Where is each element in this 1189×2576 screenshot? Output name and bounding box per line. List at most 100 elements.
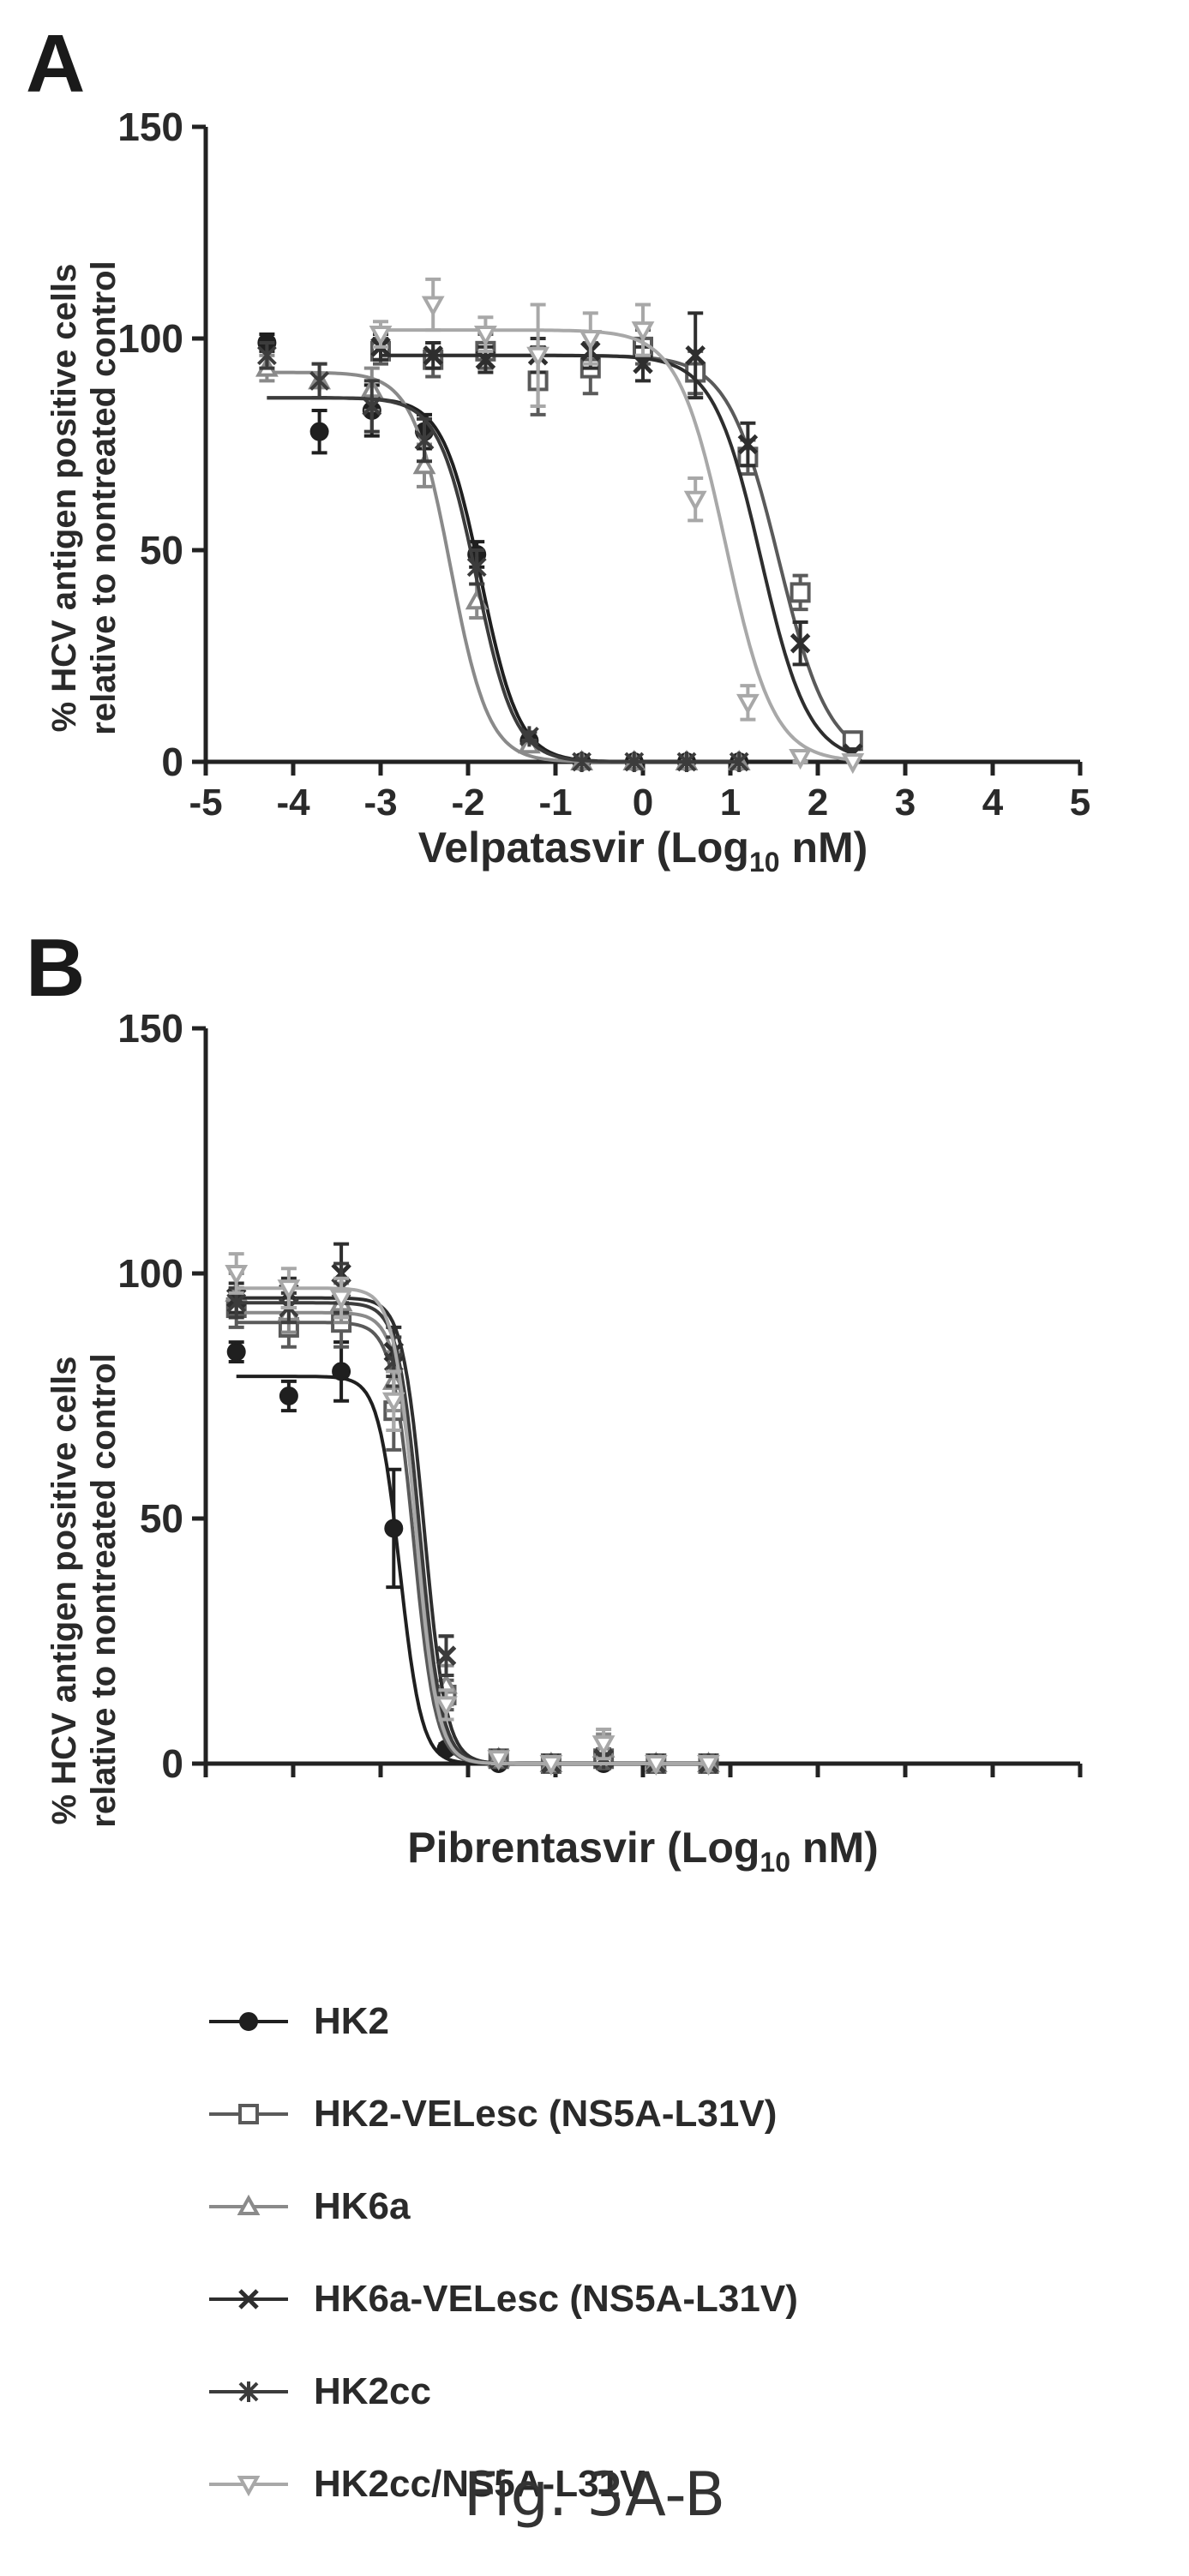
panel-b-point — [329, 1289, 353, 1310]
panel-a-point — [841, 753, 865, 775]
panel-b-fit-curve — [236, 1296, 709, 1765]
panel-b-series-1 — [225, 1286, 719, 1774]
panel-a-point — [362, 396, 382, 417]
panel-a-point — [421, 296, 445, 317]
legend-item: HK2cc/NS5A-L31V — [206, 2438, 798, 2531]
panel-a-ytick-label: 50 — [140, 528, 183, 572]
panel-a-point — [309, 422, 329, 441]
legend-marker — [239, 2012, 258, 2031]
legend-item: HK2-VELesc (NS5A-L31V) — [206, 2068, 798, 2160]
panel-a-xtick-label: 0 — [633, 782, 653, 824]
panel-a-fit-curve — [267, 370, 740, 764]
panel-a-series-4 — [256, 340, 749, 772]
panel-a-point — [475, 349, 496, 370]
panel-b-point — [384, 1519, 404, 1538]
panel-a-xtick-label: -4 — [276, 782, 310, 824]
panel-a-point — [631, 321, 655, 343]
panel-a-point — [683, 490, 707, 512]
panel-a-point — [624, 752, 645, 772]
legend-item: HK2cc — [206, 2345, 798, 2438]
panel-b-point — [435, 1696, 458, 1717]
panel-a-xlabel-text: Velpatasvir (Log — [417, 824, 749, 872]
panel-b-point — [436, 1645, 456, 1667]
legend-item: HK6a-VELesc (NS5A-L31V) — [206, 2253, 798, 2345]
panel-a-xtick-label: 5 — [1070, 782, 1090, 824]
legend-swatch — [209, 2012, 288, 2031]
panel-b-letter: B — [26, 922, 85, 1014]
legend-marker — [238, 2289, 259, 2309]
panel-b-fit-curve — [236, 1375, 709, 1765]
panel-a-chart: 0 50 100 150 -5 -4 -3 -2 -1 0 1 2 3 4 5 — [117, 105, 1090, 824]
panel-b-xlabel-end: nM) — [790, 1824, 879, 1872]
legend-label: HK2 — [314, 2000, 390, 2042]
panel-a-point — [729, 752, 749, 772]
panel-b-ytick-label: 100 — [117, 1251, 183, 1296]
panel-b-fit-curve — [236, 1321, 709, 1765]
panel-a-xtick-label: 3 — [895, 782, 916, 824]
panel-a-point — [790, 632, 811, 654]
panel-b-point — [279, 1387, 298, 1405]
panel-a-xtick-label: 4 — [982, 782, 1004, 824]
panel-a-ytick-label: 100 — [117, 316, 183, 361]
panel-b-xlabel-text: Pibrentasvir (Log — [407, 1824, 760, 1872]
panel-a-point — [309, 370, 330, 392]
panel-b-series-5 — [225, 1252, 720, 1776]
panel-b-point — [487, 1750, 511, 1771]
panel-a-point — [412, 453, 436, 475]
panel-a-point — [474, 326, 497, 347]
panel-a-point — [414, 429, 435, 451]
panel-b-point — [277, 1279, 301, 1301]
panel-a-point — [519, 726, 539, 747]
panel-b-series-2 — [225, 1272, 720, 1772]
panel-b-xlabel: Pibrentasvir (Log10 nM) — [206, 1823, 1080, 1878]
legend-marker — [238, 2104, 259, 2124]
panel-a-xlabel-sub: 10 — [748, 847, 780, 878]
panel-a-point — [256, 344, 277, 366]
panel-b-point — [697, 1755, 720, 1776]
panel-a-point — [526, 346, 549, 368]
panel-a-fit-curve — [381, 353, 854, 756]
panel-a-point — [579, 330, 603, 351]
legend-swatch — [209, 2476, 288, 2497]
panel-a-point — [423, 344, 443, 366]
panel-b-point — [539, 1755, 563, 1776]
panel-b-ytick-label: 0 — [161, 1741, 183, 1782]
panel-b-point — [226, 1292, 247, 1314]
panel-a-fit-curve — [267, 396, 740, 764]
legend-item: HK2 — [206, 1975, 798, 2068]
legend-item: HK6a — [206, 2160, 798, 2253]
panel-a-xtick-label: -5 — [189, 782, 222, 824]
legend-label: HK6a — [314, 2185, 411, 2227]
panel-a-point — [685, 344, 706, 366]
panel-b-point — [226, 1342, 246, 1362]
panel-a-point — [790, 582, 811, 603]
panel-a-series-2 — [255, 353, 751, 770]
panel-a-ytick-label: 150 — [117, 105, 183, 149]
panel-b-point — [332, 1362, 351, 1381]
panel-a-point — [789, 749, 812, 770]
panel-a-point — [572, 752, 592, 772]
figure-caption: Fig. 3A-B — [463, 2459, 726, 2530]
panel-b-fit-curve — [236, 1301, 709, 1765]
legend-swatch — [209, 2289, 288, 2309]
panel-a-letter: A — [26, 18, 85, 110]
panel-b-xlabel-sub: 10 — [760, 1847, 791, 1878]
panel-a-point — [676, 752, 697, 772]
legend-label: HK2cc — [314, 2370, 431, 2412]
panel-a-xlabel: Velpatasvir (Log10 nM) — [206, 823, 1080, 878]
legend-label: HK6a-VELesc (NS5A-L31V) — [314, 2278, 798, 2320]
legend-swatch — [209, 2381, 288, 2402]
panel-a-xtick-label: -2 — [451, 782, 484, 824]
panel-b-point — [591, 1735, 616, 1757]
panel-a-fit-curve — [267, 396, 740, 764]
panel-a-ytick-label: 0 — [161, 740, 183, 784]
panel-a-xtick-label: -3 — [363, 782, 397, 824]
legend-marker — [238, 2381, 259, 2402]
panel-b-series-4 — [226, 1261, 718, 1774]
panel-a-series-5 — [369, 277, 865, 775]
panel-a-series-3 — [370, 311, 863, 764]
panel-a-xlabel-end: nM) — [779, 824, 868, 872]
legend-marker — [237, 2194, 261, 2215]
